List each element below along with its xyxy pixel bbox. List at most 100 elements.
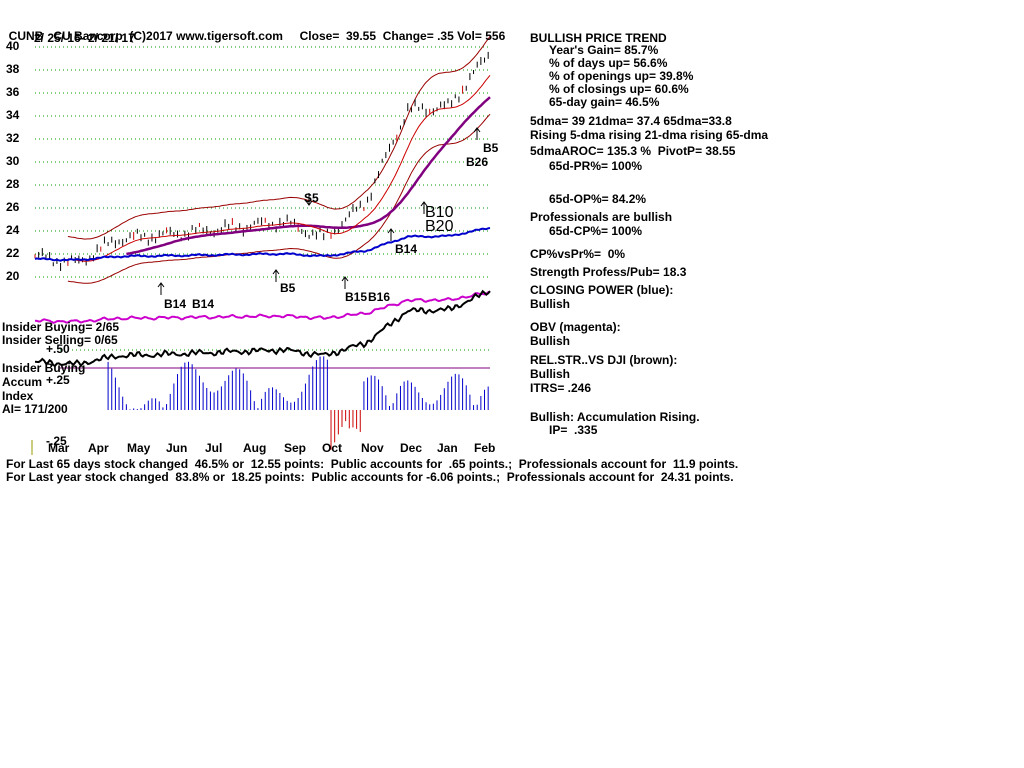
- price-tick-label: 26: [6, 200, 20, 214]
- indicator-lines: [34, 227, 491, 367]
- signal-arrows: [157, 127, 481, 295]
- trading-bands: [67, 36, 491, 284]
- stats-line: Bullish: [530, 297, 571, 311]
- stats-line: Year's Gain= 85.7%: [549, 43, 659, 57]
- signal-s5: S5: [304, 191, 319, 205]
- ticker: CUNB: [8, 29, 44, 43]
- month-tick-label: May: [127, 441, 151, 455]
- month-tick-label: Dec: [400, 441, 423, 455]
- stats-line: ITRS= .246: [530, 381, 592, 395]
- stats-line: 65d-CP%= 100%: [549, 224, 643, 238]
- change-label: Change=: [382, 29, 434, 43]
- stats-line: CP%vsPr%= 0%: [530, 247, 626, 261]
- date-range: 2/ 25/ 16- 2/ 21/ 17: [34, 31, 135, 45]
- signal-arrow: [157, 282, 165, 295]
- upper-band: [67, 36, 491, 240]
- accum-label: Accum: [2, 375, 43, 389]
- close-label: Close=: [299, 29, 340, 43]
- month-tick-label: Sep: [284, 441, 307, 455]
- insider-selling: Insider Selling= 0/65: [2, 333, 118, 347]
- copyright: (C)2017 www.tigersoft.com: [129, 29, 283, 43]
- signal-b5a: B5: [280, 281, 296, 295]
- stats-line: 5dmaAROC= 135.3 % PivotP= 38.55: [530, 144, 736, 158]
- price-gridlines: [35, 46, 490, 278]
- month-tick-label: Jul: [205, 441, 223, 455]
- price-tick-label: 24: [6, 223, 20, 237]
- signal-arrow: [341, 276, 349, 289]
- rel-str-line: [34, 289, 491, 367]
- price-tick-label: 28: [6, 177, 20, 191]
- month-tick-label: Oct: [322, 441, 343, 455]
- company-name: CU Bancorp: [53, 29, 123, 43]
- price-tick-label: 20: [6, 269, 20, 283]
- signal-arrow: [473, 127, 481, 140]
- change-value: .35: [437, 29, 454, 43]
- signal-b14b: B14: [192, 297, 215, 311]
- stats-line: Rising 5-dma rising 21-dma rising 65-dma: [530, 128, 769, 142]
- close-value: 39.55: [346, 29, 377, 43]
- stats-line: Bullish: Accumulation Rising.: [530, 410, 700, 424]
- price-tick-label: 30: [6, 154, 20, 168]
- stats-line: Bullish: [530, 367, 571, 381]
- stats-line: REL.STR..VS DJI (brown):: [530, 353, 678, 367]
- signal-b14a: B14: [164, 297, 187, 311]
- moving-averages: [67, 74, 491, 262]
- insider-buying: Insider Buying= 2/65: [2, 320, 120, 334]
- stats-line: CLOSING POWER (blue):: [530, 283, 674, 297]
- closing-power-line: [34, 227, 491, 262]
- month-tick-label: Apr: [88, 441, 109, 455]
- price-bars: [34, 51, 489, 271]
- stats-line: 65d-OP%= 84.2%: [549, 192, 647, 206]
- signal-arrow: [420, 201, 428, 214]
- stats-line: % of closings up= 60.6%: [549, 82, 689, 96]
- stats-line: % of days up= 56.6%: [549, 56, 668, 70]
- stats-line: 5dma= 39 21dma= 37.4 65dma=33.8: [530, 114, 732, 128]
- signal-b26: B26: [466, 155, 489, 169]
- accum-tick-plus50: +.50: [46, 342, 70, 356]
- stats-line: % of openings up= 39.8%: [549, 69, 694, 83]
- month-tick-label: Aug: [243, 441, 267, 455]
- lower-band: [67, 113, 491, 284]
- price-tick-label: 36: [6, 85, 20, 99]
- signal-b10: B10: [425, 204, 454, 221]
- month-tick-label: Feb: [474, 441, 496, 455]
- month-tick-label: Jun: [166, 441, 188, 455]
- stats-line: Strength Profess/Pub= 18.3: [530, 265, 687, 279]
- index-label: Index: [2, 389, 34, 403]
- chart-header: CUNB CU Bancorp (C)2017 www.tigersoft.co…: [2, 15, 506, 43]
- price-tick-label: 38: [6, 62, 20, 76]
- footer-65-day: For Last 65 days stock changed 46.5% or …: [6, 457, 739, 471]
- stats-line: 65-day gain= 46.5%: [549, 95, 660, 109]
- month-tick-label: Jan: [437, 441, 458, 455]
- signal-b20: B20: [425, 218, 454, 235]
- signal-b5b: B5: [483, 141, 499, 155]
- accumulation-histogram: [107, 356, 489, 450]
- stats-line: IP= .335: [549, 423, 598, 437]
- vol-value: 556: [485, 29, 506, 43]
- price-tick-label: 40: [6, 39, 20, 53]
- stats-line: 65d-PR%= 100%: [549, 159, 643, 173]
- obv-line: [34, 290, 491, 324]
- price-tick-label: 32: [6, 131, 20, 145]
- stats-line: BULLISH PRICE TREND: [530, 31, 667, 45]
- signal-b15: B15: [345, 290, 368, 304]
- price-tick-label: 34: [6, 108, 20, 122]
- signal-b14c: B14: [395, 242, 418, 256]
- stats-line: OBV (magenta):: [530, 320, 621, 334]
- stats-line: Bullish: [530, 334, 571, 348]
- stats-line: Professionals are bullish: [530, 210, 673, 224]
- accum-tick-minus25: -.25: [46, 434, 67, 448]
- signal-arrow: [305, 193, 313, 206]
- insider-buying-2: Insider Buying: [2, 361, 86, 375]
- month-tick-label: Mar: [48, 441, 70, 455]
- signal-arrow: [387, 228, 395, 241]
- month-tick-label: Nov: [361, 441, 384, 455]
- price-tick-label: 22: [6, 246, 20, 260]
- footer-last-year: For Last year stock changed 83.8% or 18.…: [6, 470, 734, 484]
- signal-b16: B16: [368, 290, 391, 304]
- signal-arrow: [272, 269, 280, 282]
- vol-label: Vol=: [457, 29, 482, 43]
- ai-label: AI= 171/200: [2, 402, 68, 416]
- accum-tick-plus25: +.25: [46, 373, 70, 387]
